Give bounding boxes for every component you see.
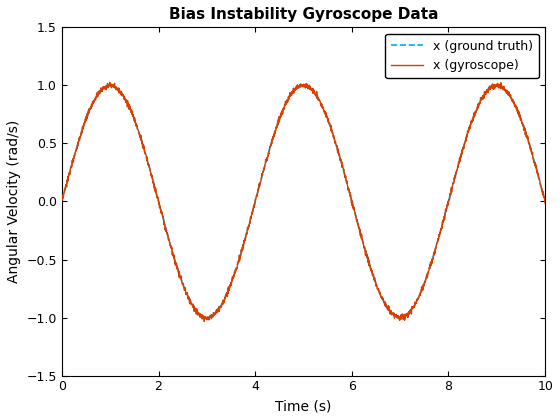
x (gyroscope) — [542, 201, 548, 206]
x (gyroscope) — [440, 220, 446, 225]
x (gyroscope) — [281, 102, 288, 108]
x (ground truth) — [528, 149, 535, 154]
x (ground truth) — [294, 85, 301, 90]
x (ground truth) — [203, 315, 210, 320]
x (ground truth) — [440, 220, 446, 225]
x (ground truth) — [107, 83, 114, 88]
x (gyroscope) — [528, 150, 535, 155]
Line: x (ground truth): x (ground truth) — [62, 85, 545, 318]
Legend: x (ground truth), x (gyroscope): x (ground truth), x (gyroscope) — [385, 34, 539, 78]
x (gyroscope) — [294, 82, 301, 87]
x (ground truth) — [83, 116, 90, 121]
Line: x (gyroscope): x (gyroscope) — [62, 82, 545, 321]
x (gyroscope) — [201, 319, 208, 324]
x (gyroscope) — [83, 117, 90, 122]
x (ground truth) — [542, 199, 548, 204]
X-axis label: Time (s): Time (s) — [276, 399, 332, 413]
Y-axis label: Angular Velocity (rad/s): Angular Velocity (rad/s) — [7, 120, 21, 283]
x (ground truth) — [528, 150, 535, 155]
x (ground truth) — [281, 104, 288, 109]
Title: Bias Instability Gyroscope Data: Bias Instability Gyroscope Data — [169, 7, 438, 22]
x (gyroscope) — [528, 148, 535, 153]
x (gyroscope) — [106, 80, 113, 85]
x (ground truth) — [58, 199, 65, 204]
x (gyroscope) — [58, 197, 65, 202]
